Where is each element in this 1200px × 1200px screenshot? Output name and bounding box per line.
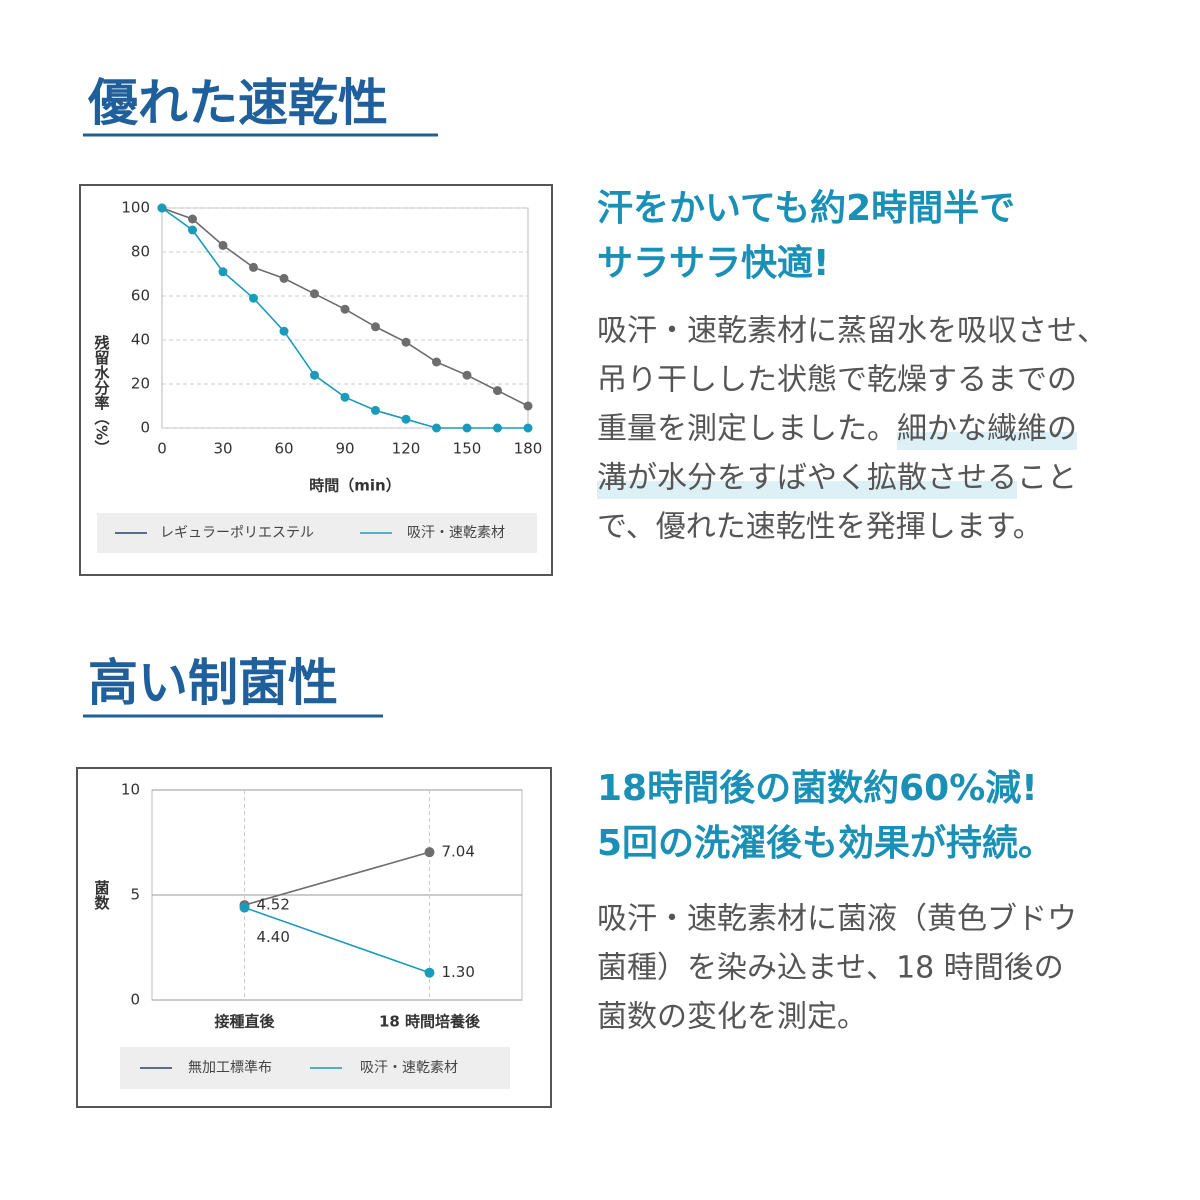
y-axis-label: 菌数 (93, 879, 111, 911)
data-point (310, 289, 319, 299)
value-label: 4.40 (257, 928, 290, 946)
data-point (279, 273, 289, 283)
y-tick-label: 0 (130, 991, 140, 1009)
body-text: 細かな繊維の (897, 412, 1077, 447)
legend-box (97, 513, 537, 553)
x-tick-label: 接種直後 (214, 1013, 275, 1031)
data-point (424, 967, 435, 978)
legend-label: 吸汗・速乾素材 (407, 525, 505, 541)
data-point (523, 401, 533, 411)
section-heading: 高い制菌性 (88, 653, 338, 712)
value-label: 4.52 (257, 896, 290, 914)
data-point (157, 203, 167, 213)
data-point (188, 214, 197, 224)
body-text: 菌数の変化を測定。 (597, 1000, 867, 1035)
data-point (424, 847, 435, 858)
subheading: 汗をかいても約2時間半で (597, 188, 1015, 229)
x-tick-label: 0 (157, 440, 167, 458)
subheading: サラサラ快適! (597, 243, 829, 284)
series-line (244, 906, 430, 974)
x-tick-label: 120 (392, 440, 421, 458)
data-point (493, 386, 502, 396)
data-point (493, 423, 502, 433)
y-tick-label: 80 (131, 243, 150, 261)
legend-label: 吸汗・速乾素材 (360, 1060, 458, 1076)
legend-label: 無加工標準布 (188, 1060, 272, 1076)
data-point (371, 322, 380, 332)
x-tick-label: 150 (453, 440, 482, 458)
text-highlight (597, 481, 1017, 499)
body-text: 吸汗・速乾素材に菌液（黄色ブドウ (597, 902, 1077, 937)
data-point (249, 293, 258, 303)
body-text: 吊り干しした状態で乾燥するまでの (597, 363, 1077, 398)
body-text: 溝が水分をすばやく拡散させる (597, 461, 1017, 496)
body-text: 重量を測定しました。 (597, 412, 897, 447)
section-heading: 優れた速乾性 (87, 73, 388, 132)
body-text: こと (1017, 461, 1077, 496)
y-axis-label: 残留水分率（%） (93, 334, 111, 455)
value-label: 7.04 (442, 843, 475, 861)
data-point (218, 267, 228, 277)
data-point (462, 370, 472, 380)
value-label: 1.30 (442, 963, 475, 981)
data-point (462, 423, 472, 433)
data-point (310, 370, 319, 380)
y-tick-label: 60 (131, 287, 150, 305)
data-point (340, 392, 350, 402)
y-tick-label: 40 (131, 331, 150, 349)
x-tick-label: 60 (274, 440, 293, 458)
y-tick-label: 100 (121, 199, 150, 217)
y-tick-label: 10 (121, 781, 140, 799)
legend-label: レギュラーポリエステル (160, 525, 314, 541)
data-point (432, 357, 441, 367)
body-text: で、優れた速乾性を発揮します。 (597, 510, 1043, 545)
data-point (432, 423, 441, 433)
x-tick-label: 180 (514, 440, 543, 458)
x-tick-label: 90 (335, 440, 354, 458)
data-point (239, 902, 250, 913)
data-point (279, 326, 289, 336)
body-text: 吸汗・速乾素材に蒸留水を吸収させ、 (597, 314, 1107, 349)
y-tick-label: 0 (140, 419, 150, 437)
x-tick-label: 18 時間培養後 (379, 1013, 481, 1031)
data-point (523, 423, 533, 433)
data-point (218, 240, 228, 250)
y-tick-label: 20 (131, 375, 150, 393)
data-point (371, 405, 380, 415)
x-axis-label: 時間（min） (309, 477, 400, 495)
series-line (244, 851, 430, 906)
y-tick-label: 5 (130, 886, 140, 904)
data-point (188, 225, 197, 235)
subheading: 5回の洗濯後も効果が持続。 (597, 823, 1054, 864)
data-point (340, 304, 350, 314)
x-tick-label: 30 (213, 440, 232, 458)
data-point (249, 262, 258, 272)
data-point (401, 337, 411, 347)
data-point (401, 414, 411, 424)
body-text: 菌種）を染み込ませ、18 時間後の (597, 951, 1064, 986)
chart-frame (79, 184, 553, 576)
text-highlight (897, 432, 1077, 450)
subheading: 18時間後の菌数約60%減! (597, 768, 1038, 809)
